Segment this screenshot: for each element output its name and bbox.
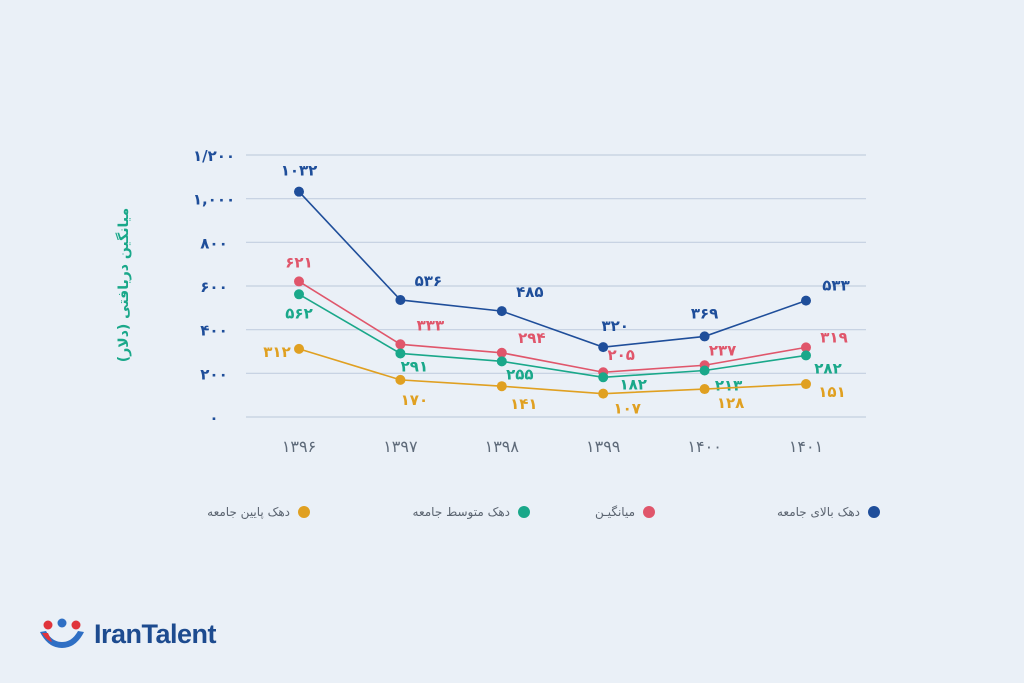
- y-tick-label-2: ۴۰۰: [200, 322, 227, 340]
- series-3-data-label-1: ۱۷۰: [401, 391, 428, 409]
- y-tick-label-5: ۱,۰۰۰: [193, 191, 235, 209]
- series-3: ۳۱۲ ۱۷۰ ۱۴۱ ۱۰۷ ۱۲۸ ۱۵۱: [263, 343, 845, 418]
- legend-dot-middle-decile: [518, 506, 530, 518]
- series-line-2: [298, 293, 807, 379]
- legend: دهک بالای جامعه میانگیـن دهک متوسط جامعه…: [170, 505, 880, 529]
- series-1-point-0: [294, 276, 304, 287]
- y-tick-label-4: ۸۰۰: [200, 234, 227, 252]
- series-2-point-2: [496, 356, 507, 367]
- series-2: ۵۶۲ ۲۹۱ ۲۵۵ ۱۸۲ ۲۱۳ ۲۸۲: [285, 289, 842, 394]
- y-axis: ۰ ۲۰۰ ۴۰۰ ۶۰۰ ۸۰۰ ۱,۰۰۰ ۱/۲۰۰: [193, 147, 235, 427]
- series-2-data-label-1: ۲۹۱: [401, 357, 428, 375]
- series-3-point-2: [496, 381, 507, 392]
- series-2-data-label-4: ۲۱۳: [715, 376, 742, 394]
- series-2-data-label-5: ۲۸۲: [814, 359, 841, 377]
- series-3-data-label-5: ۱۵۱: [818, 383, 845, 401]
- legend-item-average: میانگیـن: [595, 505, 655, 519]
- x-tick-label-0: ۱۳۹۶: [282, 437, 316, 456]
- series-line-1: [298, 280, 807, 374]
- legend-label-average: میانگیـن: [595, 505, 635, 519]
- x-axis: ۱۳۹۶ ۱۳۹۷ ۱۳۹۸ ۱۳۹۹ ۱۴۰۰ ۱۴۰۱: [282, 437, 823, 456]
- series-0: ۱۰۳۲ ۵۳۶ ۴۸۵ ۳۲۰ ۳۶۹ ۵۳۳: [281, 162, 850, 353]
- series-3-point-1: [395, 374, 406, 385]
- series-0-point-0: [294, 186, 304, 197]
- series-2-point-1: [395, 348, 406, 359]
- y-tick-label-3: ۶۰۰: [200, 278, 227, 296]
- irantalent-logo: IranTalent: [38, 618, 217, 650]
- line-chart: ۰ ۲۰۰ ۴۰۰ ۶۰۰ ۸۰۰ ۱,۰۰۰ ۱/۲۰۰ ۱۳۹۶ ۱۳۹۷ ۱۳۹۸ ۱۳۹۹…: [115, 147, 866, 456]
- y-tick-label-0: ۰: [209, 409, 218, 427]
- series-line-3: [298, 348, 807, 395]
- legend-item-top-decile: دهک بالای جامعه: [777, 505, 880, 519]
- series-2-point-0: [294, 289, 304, 300]
- series-0-data-label-1: ۵۳۶: [415, 272, 442, 290]
- series-1-point-2: [496, 347, 507, 358]
- series-0-point-3: [598, 342, 609, 353]
- series-3-data-label-2: ۱۴۱: [510, 395, 537, 413]
- y-tick-label-6: ۱/۲۰۰: [193, 147, 235, 165]
- series-0-point-2: [496, 306, 507, 317]
- series-1-point-1: [395, 339, 406, 350]
- series-2-data-label-3: ۱۸۲: [619, 375, 646, 393]
- x-tick-label-3: ۱۳۹۹: [586, 437, 620, 456]
- x-tick-label-1: ۱۳۹۷: [383, 437, 418, 456]
- legend-label-bottom-decile: دهک پایین جامعه: [207, 505, 290, 519]
- logo-text: IranTalent: [94, 618, 217, 649]
- series-2-point-3: [598, 372, 609, 383]
- legend-label-middle-decile: دهک متوسط جامعه: [412, 505, 510, 519]
- series-1-data-label-5: ۳۱۹: [820, 328, 847, 346]
- series-2-data-label-0: ۵۶۲: [285, 304, 312, 322]
- series-3-point-5: [801, 379, 811, 390]
- legend-dot-top-decile: [868, 506, 880, 518]
- series-3-point-0: [294, 343, 304, 354]
- series-0-point-4: [699, 331, 710, 342]
- series-2-point-4: [699, 365, 710, 376]
- series-2-point-5: [801, 350, 811, 361]
- series-0-data-label-0: ۱۰۳۲: [281, 162, 318, 180]
- series-3-data-label-4: ۱۲۸: [717, 394, 744, 412]
- series-0-point-5: [801, 295, 811, 306]
- legend-item-middle-decile: دهک متوسط جامعه: [413, 505, 530, 519]
- series-0-data-label-2: ۴۸۵: [516, 283, 543, 301]
- y-axis-label: میانگین دریافتی (دلار): [115, 208, 132, 362]
- logo-figures-icon: [40, 618, 84, 648]
- series-1-data-label-0: ۶۲۱: [285, 253, 312, 271]
- series-line-0: [298, 191, 807, 348]
- series-1-data-label-4: ۲۳۷: [709, 341, 736, 359]
- legend-dot-bottom-decile: [298, 506, 310, 518]
- x-tick-label-4: ۱۴۰۰: [687, 437, 721, 456]
- series-0-data-label-5: ۵۳۳: [822, 277, 849, 295]
- legend-item-bottom-decile: دهک پایین جامعه: [207, 505, 310, 519]
- x-tick-label-2: ۱۳۹۸: [485, 437, 520, 456]
- gridlines: [246, 154, 866, 418]
- legend-label-top-decile: دهک بالای جامعه: [777, 505, 860, 519]
- series-1: ۶۲۱ ۳۳۳ ۲۹۴ ۲۰۵ ۲۳۷ ۳۱۹: [285, 253, 848, 378]
- series-1-data-label-2: ۲۹۴: [518, 329, 545, 347]
- series-1-data-label-1: ۳۳۳: [417, 316, 444, 334]
- series-3-data-label-3: ۱۰۷: [613, 400, 640, 418]
- series-3-point-4: [699, 384, 710, 395]
- series-1-point-5: [801, 342, 811, 353]
- series-2-data-label-2: ۲۵۵: [506, 365, 533, 383]
- series-0-data-label-4: ۳۶۹: [691, 304, 718, 322]
- legend-dot-average: [643, 506, 655, 518]
- series-0-point-1: [395, 294, 406, 305]
- series-3-data-label-0: ۳۱۲: [263, 343, 290, 361]
- x-tick-label-5: ۱۴۰۱: [789, 437, 823, 456]
- y-tick-label-1: ۲۰۰: [200, 365, 227, 383]
- series-3-point-3: [598, 388, 609, 399]
- series-0-data-label-3: ۳۲۰: [601, 317, 628, 335]
- series-1-data-label-3: ۲۰۵: [607, 346, 634, 364]
